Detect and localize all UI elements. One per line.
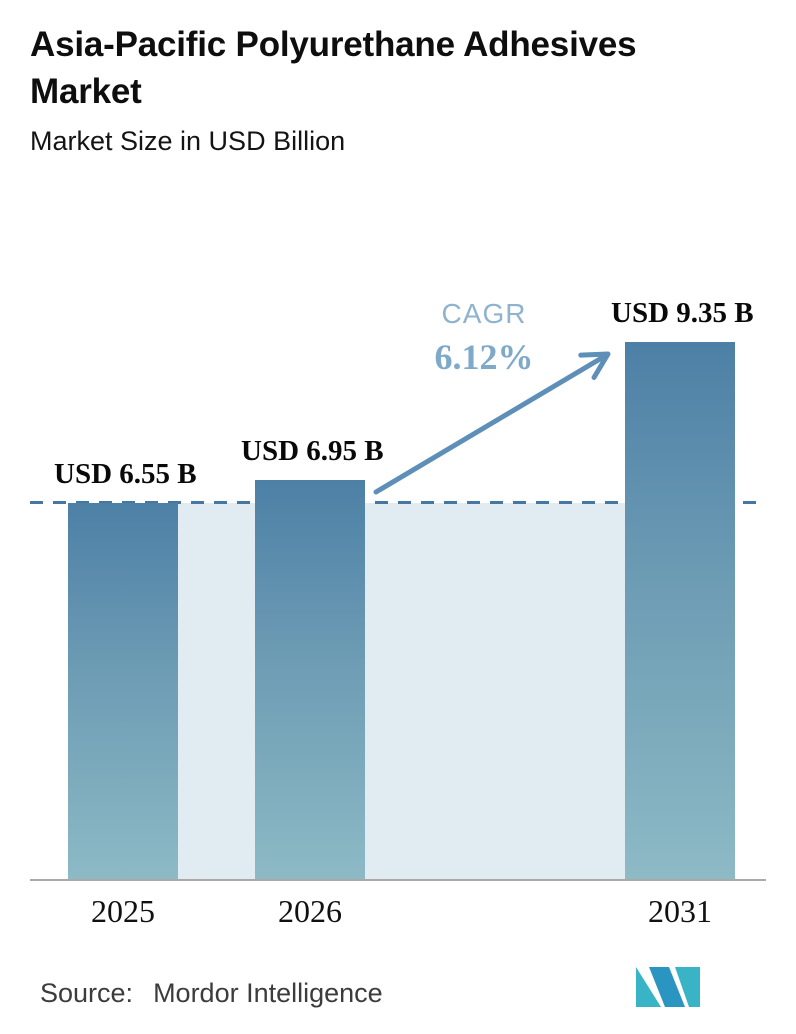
x-axis-label-2031: 2031: [648, 893, 712, 929]
mordor-intelligence-logo: [636, 967, 700, 1007]
x-axis-line: [30, 879, 766, 881]
chart-title: Asia-Pacific Polyurethane Adhesives Mark…: [30, 25, 637, 111]
cagr-label: CAGR: [441, 298, 527, 329]
chart-header: Asia-Pacific Polyurethane Adhesives Mark…: [30, 22, 770, 157]
x-axis-label-2025: 2025: [91, 893, 155, 929]
cagr-value: 6.12%: [434, 337, 534, 377]
bar-2026: [255, 480, 365, 881]
source-label: Source:: [40, 978, 134, 1008]
x-axis-label-2026: 2026: [278, 893, 342, 929]
growth-arrow-icon: [373, 351, 611, 495]
reference-band: [68, 503, 735, 881]
chart-subtitle: Market Size in USD Billion: [30, 125, 346, 156]
bar-value-label: USD 9.35 B: [611, 297, 754, 329]
bar-2025: [68, 503, 178, 881]
bar-value-label: USD 6.55 B: [54, 458, 197, 490]
reference-dashed-line: [30, 501, 766, 504]
bar-value-label: USD 6.95 B: [241, 435, 384, 467]
bar-2031: [625, 342, 735, 881]
source-value: Mordor Intelligence: [153, 978, 383, 1008]
source-attribution: Source: Mordor Intelligence: [40, 978, 383, 1009]
cagr-annotation: CAGR 6.12%: [404, 298, 564, 378]
